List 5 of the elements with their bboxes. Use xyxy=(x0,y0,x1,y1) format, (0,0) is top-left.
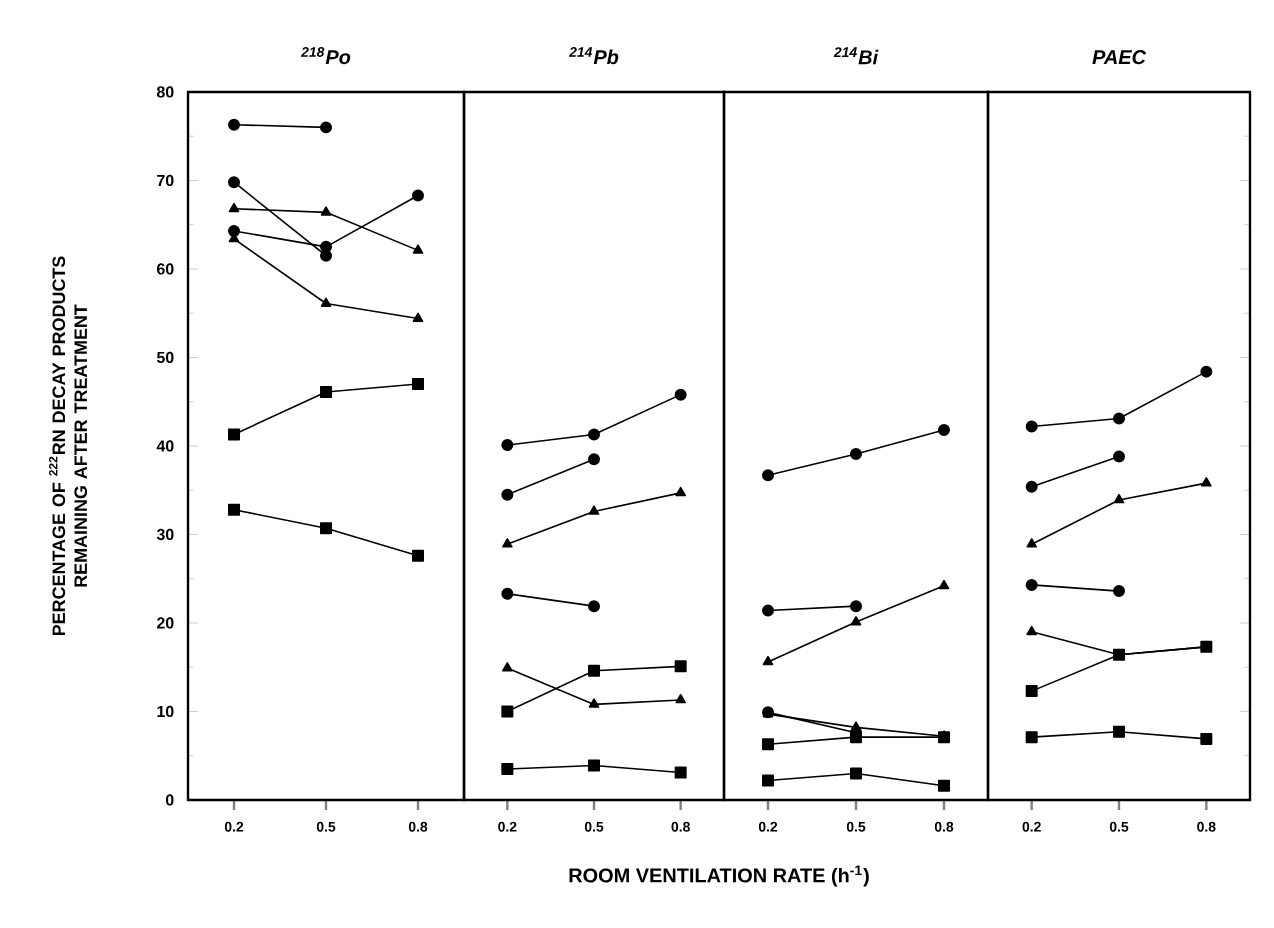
chart-title: $^{214}$Pb xyxy=(568,47,619,65)
chart-title: $^{218}$Po xyxy=(300,47,351,65)
x-axis-title: ROOM VENTILATION RATE (h$^{-1}$) xyxy=(569,865,869,887)
chart-title: PAEC xyxy=(1092,50,1147,65)
chart-title: $^{214}$Bi xyxy=(833,47,879,65)
